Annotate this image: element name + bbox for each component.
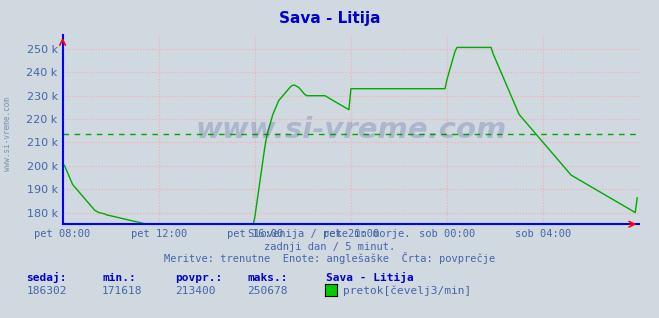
Text: www.si-vreme.com: www.si-vreme.com (3, 97, 13, 170)
Text: 213400: 213400 (175, 286, 215, 296)
Text: sedaj:: sedaj: (26, 273, 67, 283)
Text: 186302: 186302 (26, 286, 67, 296)
Text: pretok[čevelj3/min]: pretok[čevelj3/min] (343, 286, 471, 296)
Text: maks.:: maks.: (247, 273, 287, 283)
Text: min.:: min.: (102, 273, 136, 283)
Text: 171618: 171618 (102, 286, 142, 296)
Text: Slovenija / reke in morje.: Slovenija / reke in morje. (248, 229, 411, 239)
Text: www.si-vreme.com: www.si-vreme.com (195, 115, 507, 144)
Text: Sava - Litija: Sava - Litija (279, 11, 380, 26)
Text: povpr.:: povpr.: (175, 273, 222, 283)
Text: 250678: 250678 (247, 286, 287, 296)
Text: Meritve: trenutne  Enote: anglešaške  Črta: povprečje: Meritve: trenutne Enote: anglešaške Črta… (164, 252, 495, 264)
Text: zadnji dan / 5 minut.: zadnji dan / 5 minut. (264, 242, 395, 252)
Text: Sava - Litija: Sava - Litija (326, 273, 414, 283)
